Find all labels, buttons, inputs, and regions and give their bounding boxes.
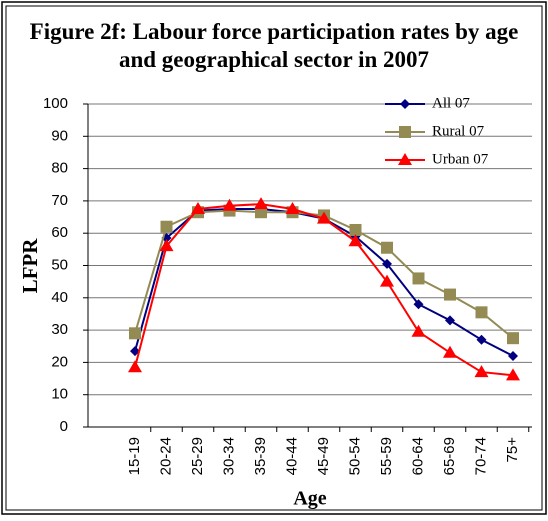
x-tick-label: 45-49 bbox=[315, 437, 332, 475]
point bbox=[222, 198, 237, 211]
y-tick-label: 60 bbox=[51, 224, 68, 241]
x-tick-label: 50-54 bbox=[346, 437, 363, 475]
x-axis-label: Age bbox=[293, 488, 326, 510]
point bbox=[508, 350, 518, 361]
legend-label: Rural 07 bbox=[432, 123, 485, 139]
y-tick-label: 50 bbox=[51, 256, 68, 273]
point bbox=[443, 345, 457, 358]
point bbox=[476, 334, 487, 345]
point bbox=[285, 201, 300, 214]
x-tick-label: 75+ bbox=[504, 437, 521, 463]
point bbox=[160, 220, 173, 233]
point bbox=[317, 211, 331, 224]
point bbox=[474, 365, 489, 378]
point bbox=[254, 197, 268, 210]
x-tick-label: 30-34 bbox=[220, 437, 237, 475]
point bbox=[349, 223, 362, 236]
y-tick-label: 100 bbox=[43, 95, 68, 112]
point bbox=[411, 324, 426, 337]
point bbox=[255, 206, 267, 219]
point bbox=[507, 332, 519, 345]
y-tick-label: 70 bbox=[51, 192, 68, 209]
x-tick-label: 15-19 bbox=[126, 437, 143, 475]
y-tick-label: 30 bbox=[51, 321, 68, 338]
frame-inner bbox=[5, 5, 543, 511]
point bbox=[413, 299, 424, 310]
point bbox=[444, 288, 456, 301]
legend-marker bbox=[400, 99, 410, 109]
x-tick-label: 65-69 bbox=[441, 437, 458, 475]
legend-marker bbox=[398, 153, 412, 165]
point bbox=[382, 258, 392, 269]
y-tick-label: 80 bbox=[51, 160, 68, 177]
y-tick-label: 20 bbox=[51, 353, 68, 370]
y-tick-label: 10 bbox=[51, 386, 68, 403]
x-tick-label: 55-59 bbox=[378, 437, 395, 475]
y-axis-label: LFPR bbox=[18, 238, 42, 294]
point bbox=[348, 234, 363, 247]
y-tick-label: 90 bbox=[51, 127, 68, 144]
point bbox=[130, 346, 140, 357]
point bbox=[191, 201, 205, 214]
legend-label: Urban 07 bbox=[432, 151, 489, 167]
legend-marker bbox=[399, 126, 411, 138]
x-tick-label: 60-64 bbox=[409, 437, 426, 475]
point bbox=[159, 239, 174, 252]
point bbox=[445, 315, 455, 326]
x-tick-label: 25-29 bbox=[189, 437, 206, 475]
x-tick-label: 35-39 bbox=[252, 437, 269, 475]
y-tick-label: 0 bbox=[60, 418, 68, 435]
title-box: Figure 2f: Labour force participation ra… bbox=[29, 19, 519, 72]
point bbox=[381, 241, 393, 254]
x-tick-label: 40-44 bbox=[283, 437, 300, 475]
chart-title: Figure 2f: Labour force participation ra… bbox=[29, 19, 519, 72]
point bbox=[380, 274, 394, 287]
point bbox=[506, 368, 520, 381]
point bbox=[412, 272, 425, 285]
point bbox=[128, 360, 142, 373]
x-tick-label: 70-74 bbox=[472, 437, 489, 475]
point bbox=[475, 306, 488, 319]
y-tick-label: 40 bbox=[51, 289, 68, 306]
legend-label: All 07 bbox=[432, 95, 470, 111]
point bbox=[129, 327, 141, 340]
x-tick-label: 20-24 bbox=[157, 437, 174, 475]
